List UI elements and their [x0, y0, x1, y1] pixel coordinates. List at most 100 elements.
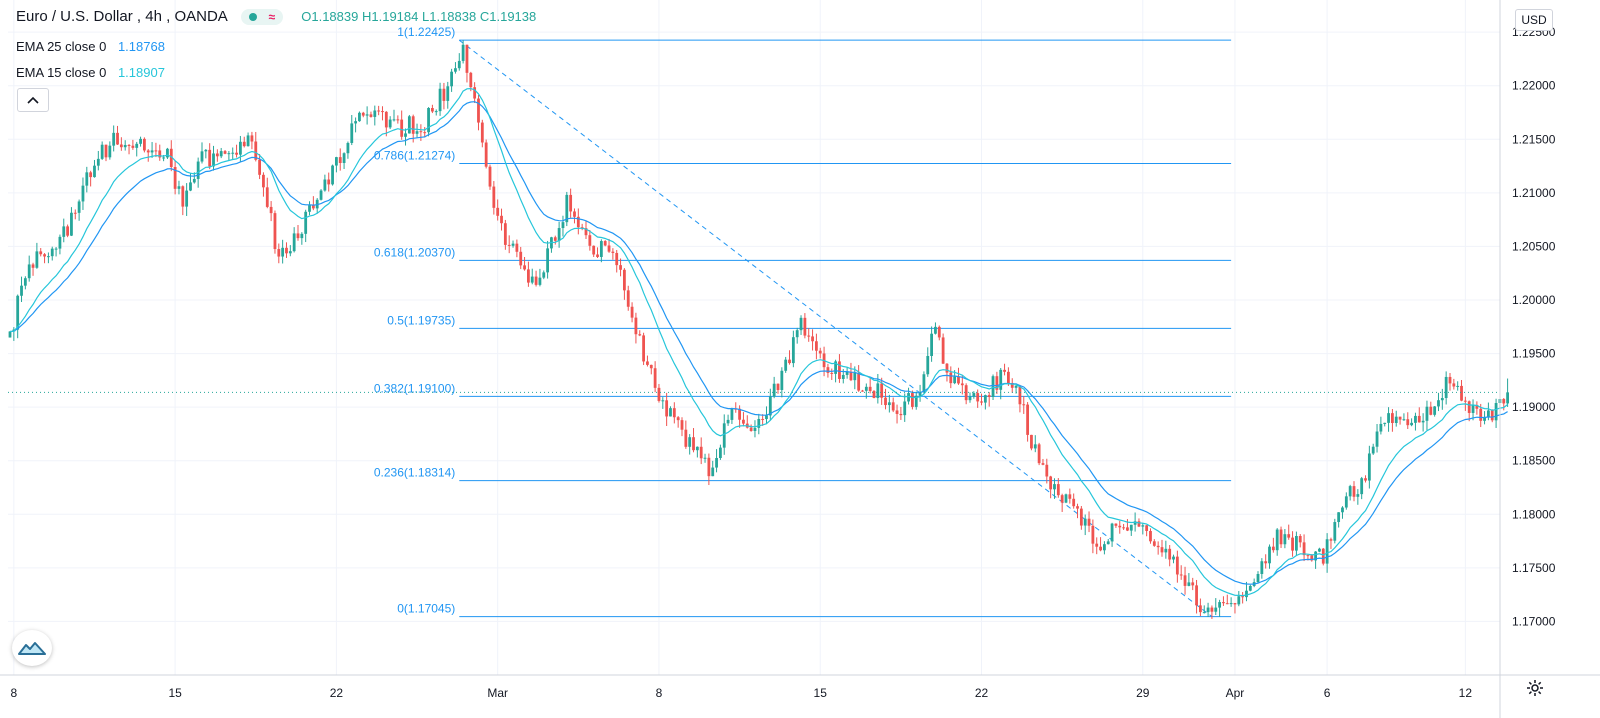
candle-body: [857, 372, 861, 391]
indicator-ema15[interactable]: EMA 15 close 0 1.18907: [16, 65, 165, 80]
candle-body: [154, 150, 158, 152]
fibonacci-retracement[interactable]: 1(1.22425) 0.786(1.21274) 0.618(1.20370) 0.…: [374, 25, 1232, 618]
candle-body: [811, 336, 814, 342]
price-tick-label: 1.18500: [1512, 454, 1556, 468]
candle-body: [868, 386, 872, 392]
candle-body: [841, 374, 845, 379]
candle-body: [1187, 582, 1191, 586]
candle-body: [864, 386, 868, 391]
candle-body: [265, 187, 269, 207]
candle-body: [1287, 534, 1291, 538]
candle-body: [208, 149, 212, 167]
candle-body: [104, 144, 108, 158]
candle-body: [1199, 605, 1202, 613]
price-tick-label: 1.20000: [1512, 293, 1556, 307]
price-axis[interactable]: 1.17000 1.17500 1.18000 1.18500 1.19000 1.195…: [1499, 0, 1556, 718]
price-tick-label: 1.17500: [1512, 561, 1556, 575]
candle-body: [288, 251, 292, 254]
candle-body: [515, 243, 519, 252]
candle-body: [116, 132, 119, 145]
candle-body: [350, 123, 354, 143]
candle-body: [519, 251, 523, 266]
collapse-legend-button[interactable]: [17, 88, 49, 112]
symbol-title[interactable]: Euro / U.S. Dollar: [16, 8, 133, 25]
candle-body: [838, 361, 841, 379]
candle-body: [1091, 525, 1095, 544]
candle-body: [699, 446, 703, 459]
candle-body: [185, 190, 189, 207]
candle-body: [534, 276, 538, 285]
candle-body: [661, 400, 665, 402]
candle-body: [692, 437, 695, 451]
candle-body: [381, 111, 384, 113]
candle-body: [891, 402, 895, 411]
candle-body: [934, 326, 937, 334]
candle-body: [1245, 590, 1248, 598]
time-tick-label: 15: [814, 686, 828, 700]
candle-body: [431, 108, 434, 112]
candle-body: [496, 207, 500, 216]
candle-body: [215, 153, 219, 157]
ohlc-values: O1.18839 H1.19184 L1.18838 C1.19138: [301, 9, 536, 24]
candle-body: [1325, 539, 1329, 564]
candle-body: [1298, 536, 1302, 543]
candle-body: [396, 119, 400, 121]
candle-body: [292, 233, 296, 252]
candle-body: [980, 401, 983, 403]
candle-body: [703, 457, 707, 459]
candle-body: [626, 290, 630, 307]
indicator-ema25[interactable]: EMA 25 close 0 1.18768: [16, 39, 165, 54]
candle-body: [887, 402, 891, 406]
candle-body: [77, 201, 81, 213]
candle-body: [1475, 404, 1479, 409]
candle-body: [434, 111, 438, 113]
price-tick-label: 1.19500: [1512, 347, 1556, 361]
candle-body: [680, 420, 684, 430]
status-dot-icon: [249, 13, 258, 22]
candle-body: [150, 150, 154, 153]
candle-body: [246, 135, 250, 147]
interval-label[interactable]: 4h: [145, 8, 162, 25]
candle-body: [1256, 573, 1260, 583]
candle-body: [569, 194, 573, 212]
candle-body: [1433, 406, 1437, 415]
candle-body: [1379, 423, 1383, 432]
candle-body: [1152, 541, 1156, 546]
candle-body: [300, 233, 304, 239]
candle-body: [219, 151, 223, 157]
market-status-pill[interactable]: ≈: [241, 9, 284, 26]
candle-body: [1321, 548, 1325, 564]
candle-body: [1141, 525, 1145, 527]
candle-body: [1502, 399, 1506, 404]
tradingview-logo-icon[interactable]: [12, 630, 52, 666]
candle-body: [780, 370, 784, 390]
candle-body: [788, 359, 791, 364]
candle-body: [1394, 416, 1398, 424]
candle-body: [1007, 371, 1010, 383]
candle-body: [58, 236, 62, 249]
candle-body: [565, 194, 569, 223]
candle-body: [826, 367, 830, 373]
candle-body: [1387, 413, 1390, 423]
candle-body: [369, 114, 373, 117]
gear-icon[interactable]: [1524, 677, 1546, 699]
chevron-up-icon: [27, 96, 39, 104]
candle-body: [1003, 369, 1006, 372]
fib-level-label: 0.618(1.20370): [374, 245, 455, 259]
candle-body: [169, 148, 173, 168]
candle-body: [223, 151, 227, 154]
candle-body: [930, 333, 933, 356]
time-tick-label: 8: [656, 686, 663, 700]
time-axis[interactable]: 8 15 22 Mar 8 15 22 29 Apr 6 12: [0, 674, 1600, 700]
candle-body: [377, 110, 381, 112]
candle-body: [991, 376, 995, 397]
candle-body: [949, 372, 953, 384]
candle-body: [438, 88, 442, 112]
candle-body: [765, 415, 768, 420]
candle-body: [1506, 392, 1509, 404]
currency-button[interactable]: USD: [1515, 9, 1553, 31]
candle-body: [1172, 556, 1175, 560]
candle-body: [454, 68, 457, 72]
candle-body: [742, 419, 745, 424]
